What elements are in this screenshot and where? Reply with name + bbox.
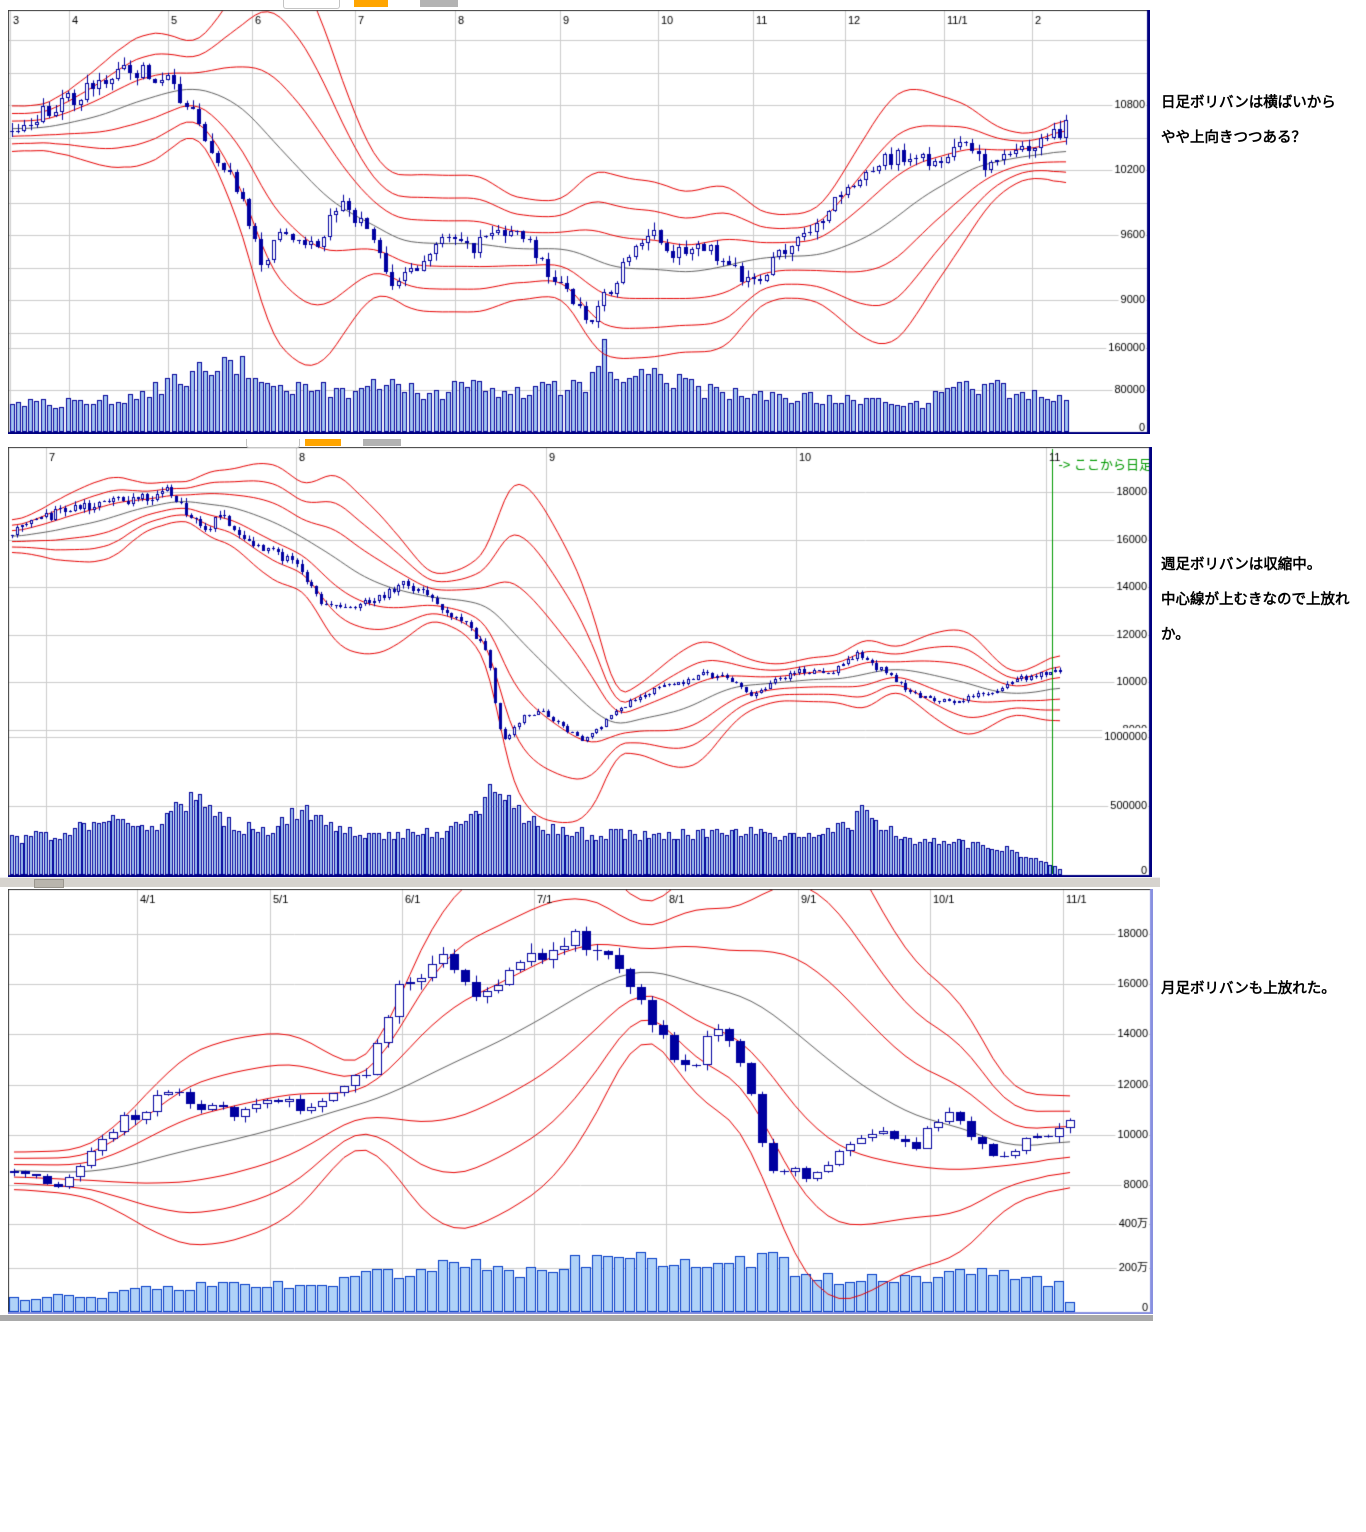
monthly-chart-annotation: 月足ボリバンも上放れた。 bbox=[1161, 972, 1336, 1007]
horizontal-scrollbar[interactable] bbox=[0, 877, 1160, 888]
toolbar-fragment-white-button[interactable] bbox=[246, 439, 300, 448]
weekly-candlestick-chart bbox=[8, 447, 1152, 877]
bottom-strip bbox=[0, 1315, 1153, 1321]
toolbar-fragment-white-button[interactable] bbox=[283, 0, 340, 9]
weekly-chart-annotation: 週足ボリバンは収縮中。 中心線が上むきなので上放れ か。 bbox=[1161, 548, 1350, 653]
annotation-line: 週足ボリバンは収縮中。 bbox=[1161, 557, 1322, 573]
toolbar-fragment-gray-button[interactable] bbox=[363, 439, 401, 446]
annotation-line: か。 bbox=[1161, 627, 1190, 643]
toolbar-fragment-orange-button[interactable] bbox=[305, 439, 341, 446]
daily-candlestick-chart bbox=[8, 10, 1150, 434]
annotation-line: やや上向きつつある？ bbox=[1161, 130, 1306, 146]
monthly-candlestick-chart bbox=[8, 889, 1153, 1314]
daily-chart-annotation: 日足ボリバンは横ばいから やや上向きつつある？ bbox=[1161, 86, 1336, 156]
annotation-line: 月足ボリバンも上放れた。 bbox=[1161, 981, 1336, 997]
scrollbar-thumb[interactable] bbox=[34, 879, 64, 888]
toolbar-fragment-gray-button[interactable] bbox=[420, 0, 458, 7]
toolbar-fragment-orange-button[interactable] bbox=[354, 0, 388, 7]
annotation-line: 中心線が上むきなので上放れ bbox=[1161, 592, 1350, 608]
annotation-line: 日足ボリバンは横ばいから bbox=[1161, 95, 1336, 111]
